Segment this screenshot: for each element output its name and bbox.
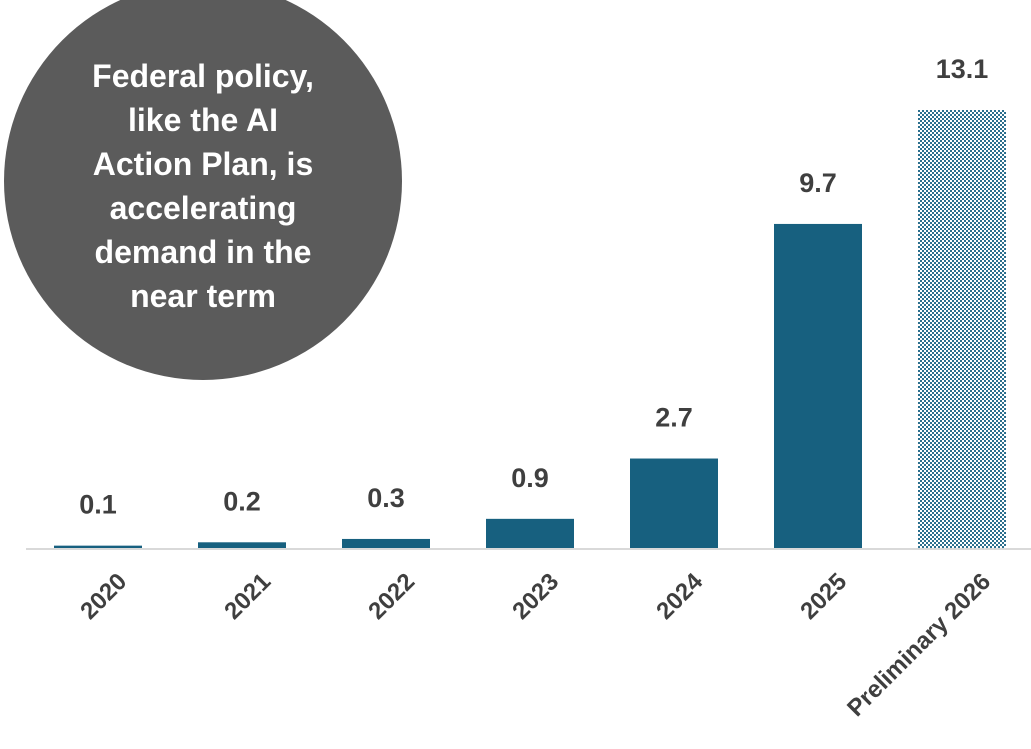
data-label: 0.3: [367, 483, 405, 513]
x-tick-label: 2024: [651, 568, 708, 625]
data-label: 9.7: [799, 168, 837, 198]
data-label: 0.1: [79, 490, 117, 520]
callout-circle: Federal policy, like the AI Action Plan,…: [4, 0, 402, 380]
x-tick-label: 2020: [75, 568, 132, 625]
bar-2021: [198, 542, 286, 549]
bar-2020: [54, 545, 142, 549]
x-tick-label: 2021: [219, 568, 276, 625]
bar-preliminary-2026: [918, 110, 1006, 549]
data-label: 0.2: [223, 486, 261, 516]
x-tick-label: 2023: [507, 568, 564, 625]
data-label: 13.1: [936, 54, 989, 84]
bar-2023: [486, 518, 574, 549]
x-tick-label: Preliminary 2026: [842, 568, 996, 722]
bar-2024: [630, 458, 718, 549]
data-label: 0.9: [511, 463, 549, 493]
data-label: 2.7: [655, 403, 693, 433]
bar-2025: [774, 223, 862, 549]
bar-2022: [342, 538, 430, 549]
callout-text: Federal policy, like the AI Action Plan,…: [92, 58, 314, 314]
x-tick-label: 2025: [795, 568, 852, 625]
x-tick-label: 2022: [363, 568, 420, 625]
